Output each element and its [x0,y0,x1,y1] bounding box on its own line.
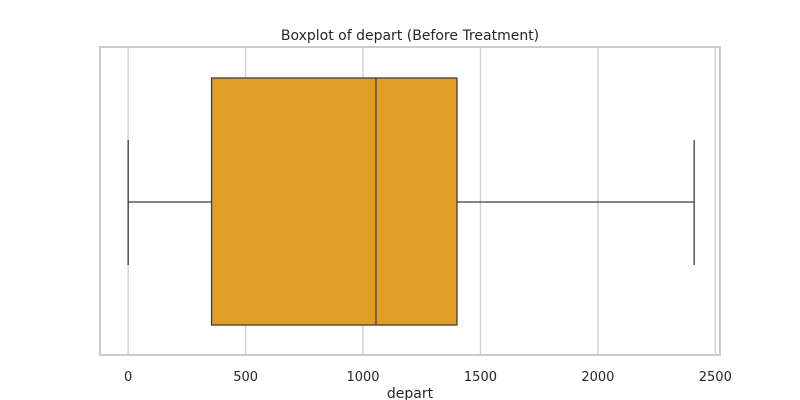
x-tick-labels: 0 500 1000 1500 2000 2500 [124,370,732,385]
x-tick-label: 2000 [581,370,614,385]
x-axis-label: depart [387,386,434,400]
x-tick-label: 2500 [699,370,732,385]
iqr-box [210,77,458,326]
x-tick-label: 0 [124,370,132,385]
x-tick-label: 500 [233,370,258,385]
x-tick-label: 1000 [346,370,379,385]
chart-title: Boxplot of depart (Before Treatment) [281,28,539,44]
x-tick-label: 1500 [464,370,497,385]
box-plot [127,77,695,326]
plot-frame [99,46,721,356]
